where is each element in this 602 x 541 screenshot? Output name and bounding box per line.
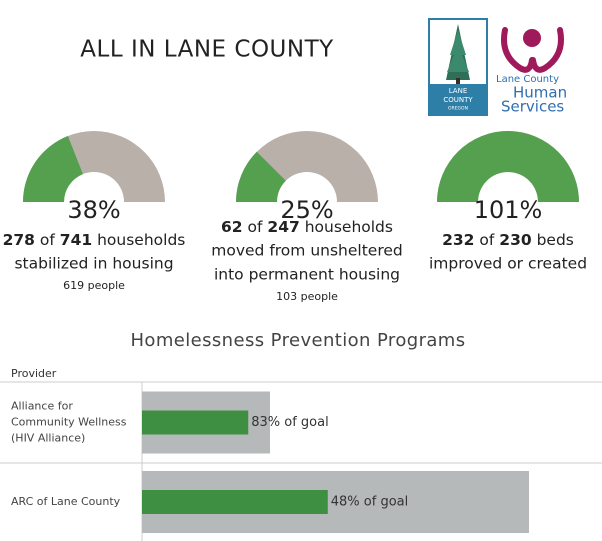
gauge-caption: improved or created [429, 255, 587, 273]
unit: households [97, 231, 185, 249]
numerator: 278 [3, 231, 35, 249]
gauge-caption: 278 of 741 households [3, 231, 186, 249]
numerator: 62 [221, 218, 243, 236]
gauge-note: 619 people [63, 279, 125, 292]
connector: of [248, 218, 263, 236]
logo-text: Services [501, 98, 564, 116]
provider-label: Community Wellness [11, 416, 127, 429]
logo-text: OREGON [448, 106, 468, 112]
numerator: 232 [442, 231, 474, 249]
lane-county-logo: LANE COUNTY OREGON [428, 18, 488, 116]
percent-label: 48% of goal [331, 495, 408, 510]
gauge-percent: 38% [67, 196, 120, 224]
page-title: ALL IN LANE COUNTY [80, 37, 334, 63]
logo-text: LANE [449, 87, 468, 95]
logo-text: COUNTY [443, 96, 473, 104]
gauge-caption: 62 of 247 households [221, 218, 393, 236]
unit: beds [537, 231, 574, 249]
gauge-caption: into permanent housing [214, 266, 400, 284]
connector: of [40, 231, 55, 249]
denominator: 230 [499, 231, 532, 249]
gauge-fill [437, 131, 579, 202]
denominator: 741 [60, 231, 92, 249]
gauge-fill [236, 151, 286, 202]
gauge-percent: 101% [474, 196, 543, 224]
gauge-fill [23, 135, 83, 202]
gauge-note: 103 people [276, 290, 338, 303]
logo-text: Lane County [496, 74, 559, 85]
gauge-caption: moved from unsheltered [211, 242, 402, 260]
unit: households [305, 218, 393, 236]
percent-label: 83% of goal [251, 415, 328, 430]
provider-label: Alliance for [11, 400, 73, 413]
provider-label: (HIV Alliance) [11, 432, 85, 445]
provider-label: ARC of Lane County [11, 495, 121, 508]
logo-text: Human [513, 84, 567, 102]
gauge-caption: stabilized in housing [14, 255, 173, 273]
progress-bar [142, 490, 328, 514]
denominator: 247 [267, 218, 299, 236]
human-services-logo: Lane County Human Services [496, 27, 567, 116]
progress-bar [142, 410, 249, 435]
gauge-caption: 232 of 230 beds [442, 231, 574, 249]
section-title: Homelessness Prevention Programs [130, 330, 465, 351]
column-header: Provider [11, 367, 57, 380]
gauge-percent: 25% [280, 196, 333, 224]
connector: of [479, 231, 494, 249]
